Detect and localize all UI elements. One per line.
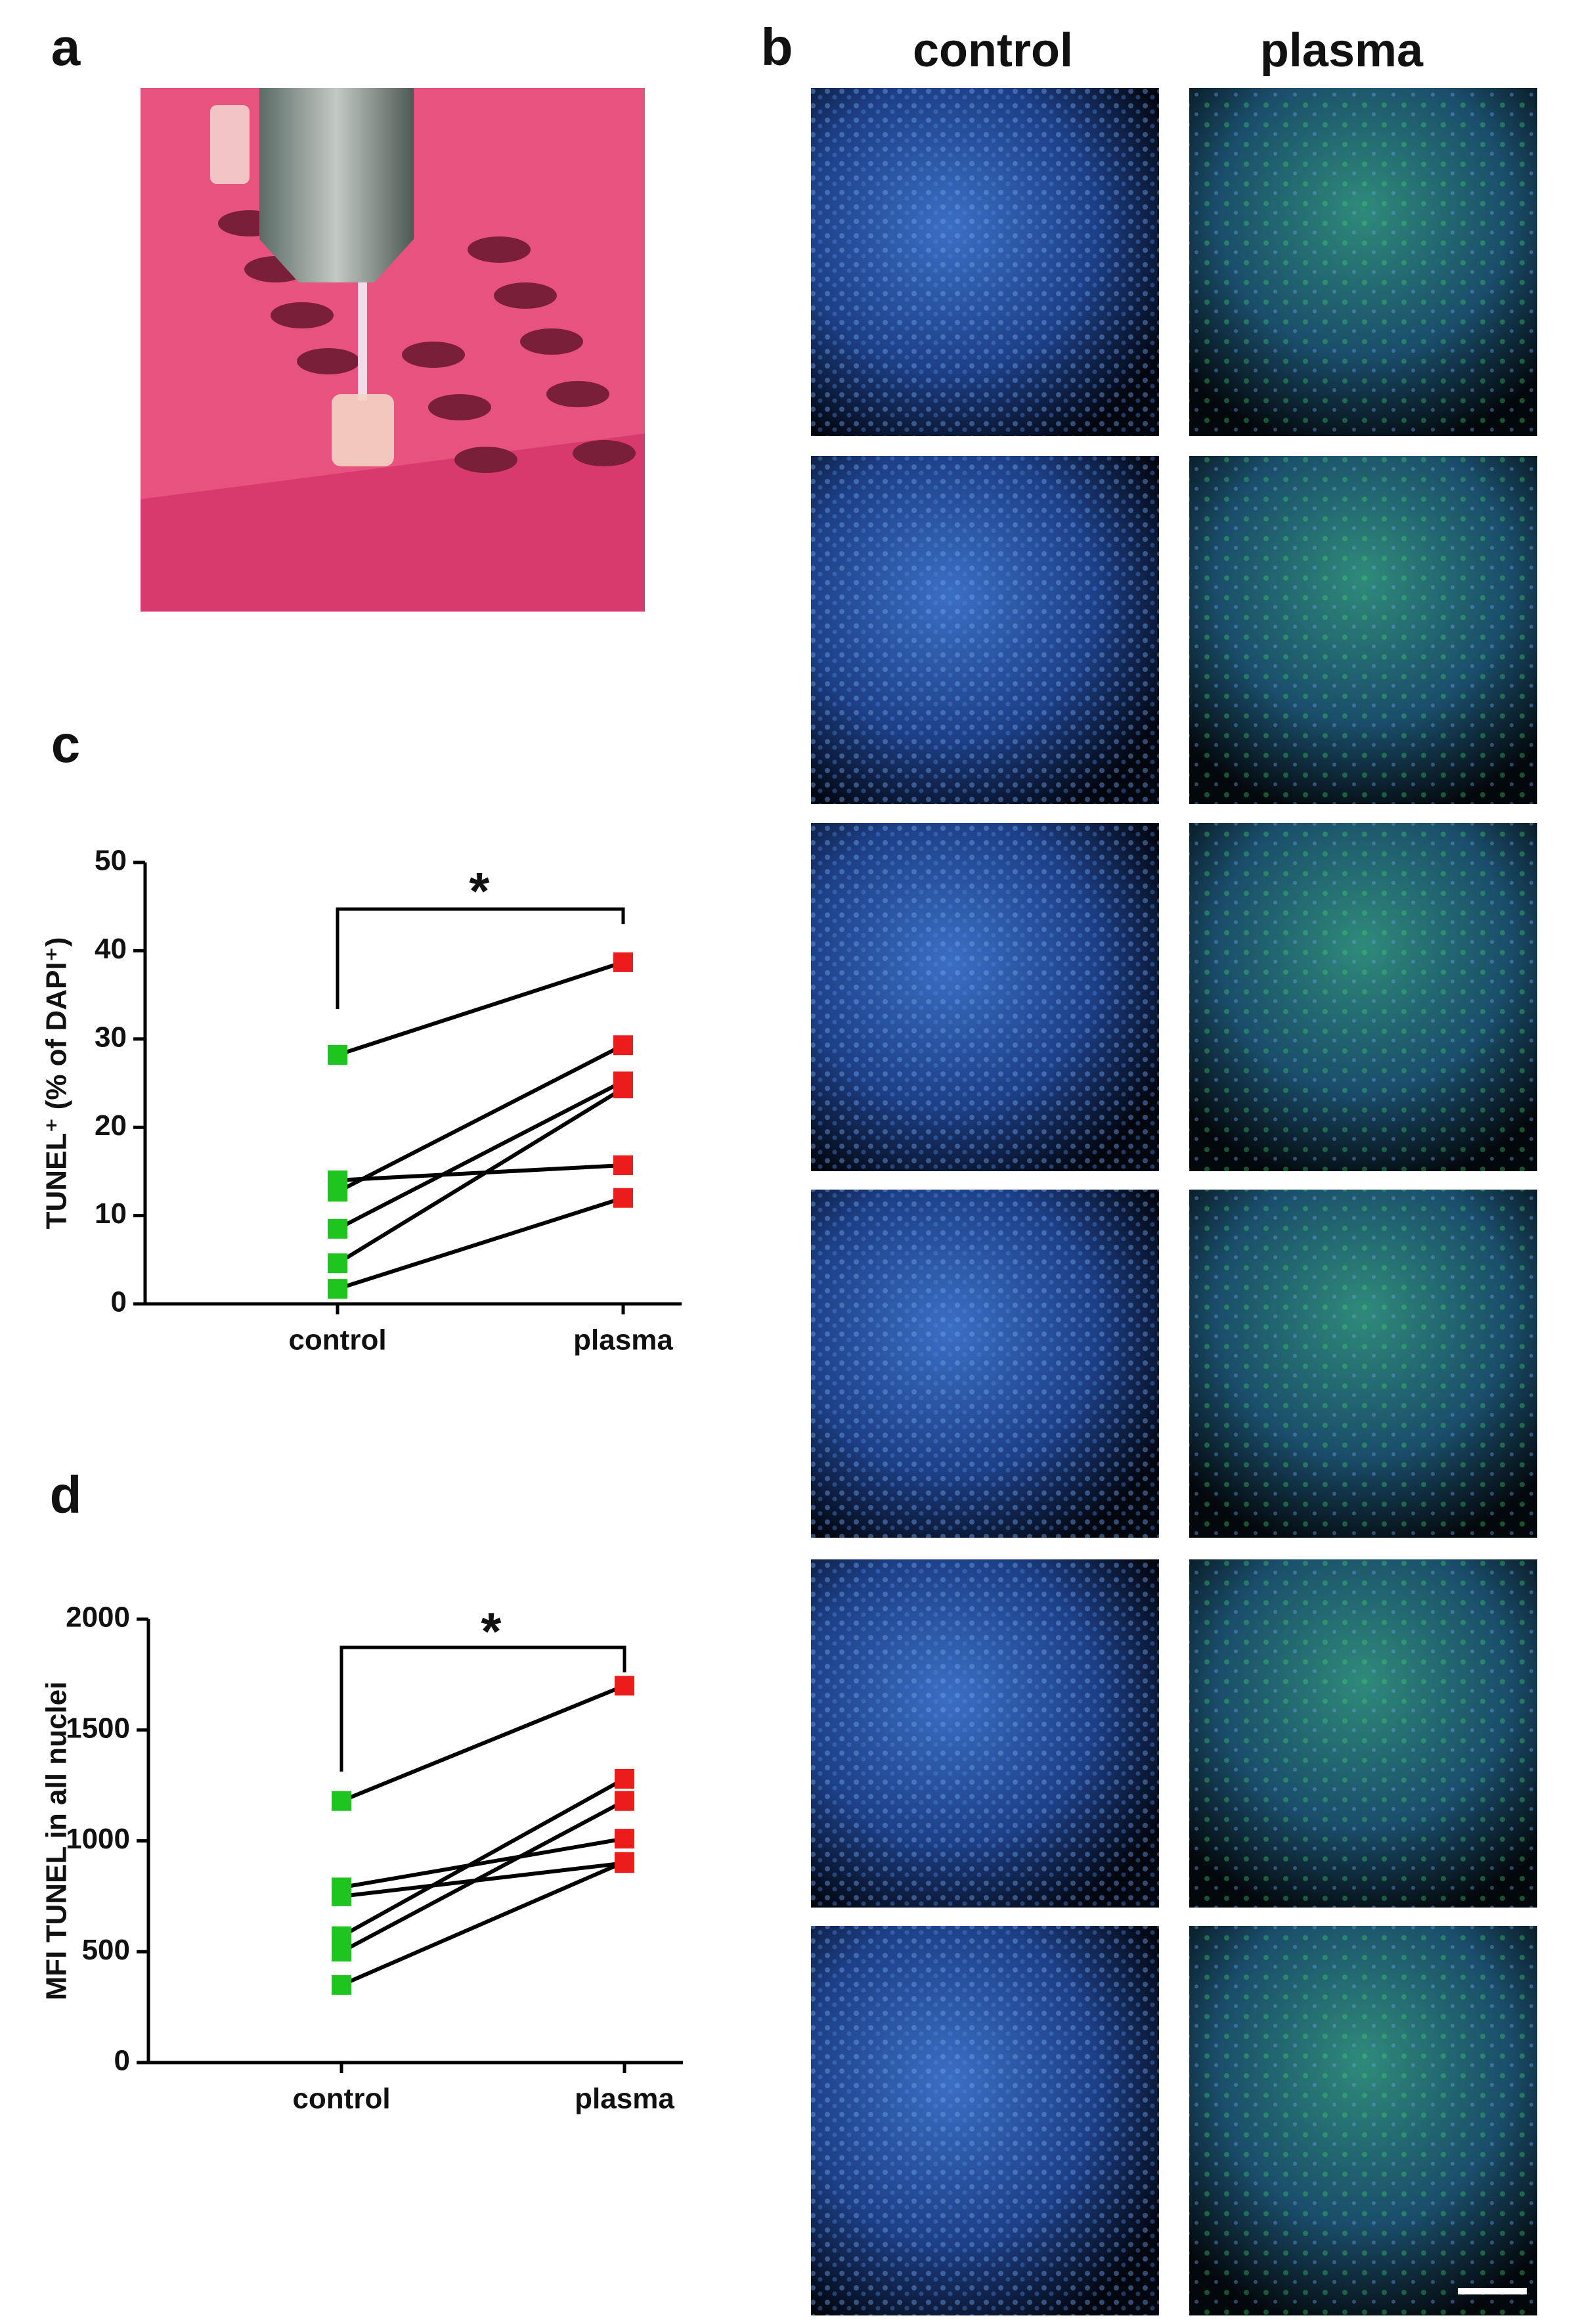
micrograph-cells — [811, 88, 1159, 436]
x-tick-label: control — [288, 1324, 386, 1356]
micrograph-cells — [811, 1926, 1159, 2315]
micrograph-cells — [1189, 823, 1537, 1171]
x-tick-label: control — [292, 2083, 390, 2115]
pair-line — [340, 1684, 626, 1803]
significance-bracket — [339, 1645, 626, 1772]
panel-label: b — [761, 18, 793, 76]
x-tick-label: plasma — [575, 2083, 674, 2115]
pair-line — [337, 1163, 624, 1182]
pair-line — [336, 1043, 624, 1194]
y-axis-label: TUNEL⁺ (% of DAPI⁺) — [41, 937, 73, 1230]
pair-line — [341, 1837, 625, 1890]
data-point — [615, 1852, 634, 1872]
pair-line — [337, 960, 624, 1057]
pair-line — [336, 1079, 624, 1231]
data-point — [613, 952, 633, 972]
pair-line — [340, 1860, 626, 1987]
y-tick-label: 50 — [95, 845, 127, 877]
micrograph-cells — [1189, 1926, 1537, 2315]
micrograph-cells — [811, 823, 1159, 1171]
data-point — [332, 1942, 351, 1962]
y-tick-label: 30 — [95, 1021, 127, 1053]
panel-label: d — [50, 1465, 82, 1524]
data-point — [328, 1182, 347, 1202]
data-point — [613, 1188, 633, 1208]
significance-star: * — [481, 1602, 502, 1661]
micrograph-cells — [1189, 1559, 1537, 1908]
scale-bar — [1458, 2288, 1527, 2294]
data-point — [328, 1253, 347, 1274]
data-point — [332, 1791, 351, 1811]
data-point — [328, 1279, 347, 1299]
pair-line — [340, 1777, 626, 1938]
data-point — [332, 1975, 351, 1995]
column-title: plasma — [1260, 24, 1424, 77]
data-point — [615, 1769, 634, 1789]
pair-line — [341, 1861, 625, 1898]
y-tick-label: 2000 — [66, 1601, 130, 1634]
data-point — [613, 1155, 633, 1175]
data-point — [615, 1676, 634, 1696]
data-point — [615, 1829, 634, 1849]
data-point — [613, 1079, 633, 1099]
y-tick-label: 1500 — [66, 1712, 130, 1744]
x-tick-label: plasma — [573, 1324, 673, 1356]
micrograph-cells — [1189, 456, 1537, 804]
micrograph-cells — [1189, 88, 1537, 436]
y-tick-label: 0 — [114, 2045, 130, 2077]
pair-line — [337, 1196, 624, 1291]
column-title: control — [913, 24, 1073, 77]
data-point — [328, 1218, 347, 1239]
micrograph-cells — [1189, 1190, 1537, 1538]
significance-star: * — [469, 862, 490, 920]
photo-a — [141, 88, 645, 612]
y-tick-label: 500 — [82, 1934, 130, 1966]
micrograph-cells — [811, 1559, 1159, 1908]
data-point — [328, 1044, 347, 1065]
data-point — [615, 1791, 634, 1811]
significance-bracket — [336, 907, 625, 1009]
y-axis-label: MFI TUNEL in all nuclei — [41, 1682, 73, 2001]
data-point — [332, 1886, 351, 1906]
data-point — [613, 1035, 633, 1056]
y-tick-label: 20 — [95, 1109, 127, 1142]
micrograph-cells — [811, 1190, 1159, 1538]
y-tick-label: 40 — [95, 933, 127, 965]
panel-label: a — [51, 18, 81, 76]
pair-line — [336, 1086, 624, 1265]
y-tick-label: 10 — [95, 1197, 127, 1230]
micrographs — [811, 88, 1537, 2315]
y-tick-label: 0 — [111, 1286, 127, 1318]
y-tick-label: 1000 — [66, 1823, 130, 1855]
pair-line — [340, 1799, 626, 1954]
micrograph-cells — [811, 456, 1159, 804]
panel-label: c — [51, 715, 81, 773]
